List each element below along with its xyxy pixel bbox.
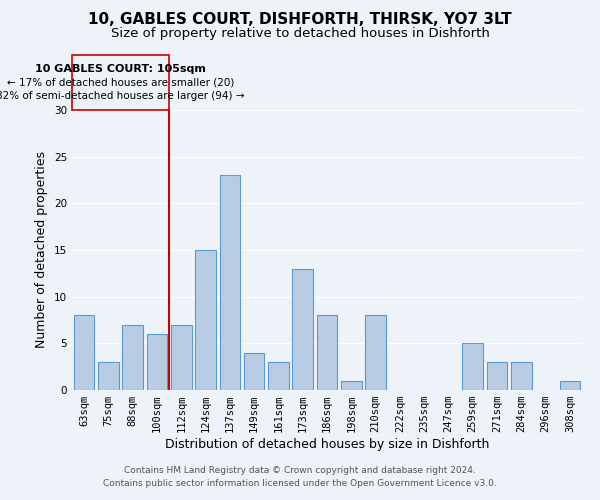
Bar (487, 362, 508, 390)
Y-axis label: Number of detached properties: Number of detached properties (35, 152, 49, 348)
Bar (365, 316, 386, 390)
Bar (560, 380, 580, 390)
Bar (511, 362, 532, 390)
Text: 82% of semi-detached houses are larger (94) →: 82% of semi-detached houses are larger (… (0, 91, 245, 101)
Bar (98, 362, 119, 390)
Bar (122, 324, 143, 390)
Text: ← 17% of detached houses are smaller (20): ← 17% of detached houses are smaller (20… (7, 78, 234, 88)
Bar (244, 352, 265, 390)
Bar (146, 334, 167, 390)
Bar (74, 316, 94, 390)
Bar (220, 176, 240, 390)
Bar (463, 344, 483, 390)
Bar (171, 324, 191, 390)
Text: 10 GABLES COURT: 105sqm: 10 GABLES COURT: 105sqm (35, 64, 206, 74)
Bar (195, 250, 216, 390)
Text: Size of property relative to detached houses in Dishforth: Size of property relative to detached ho… (110, 28, 490, 40)
Text: Contains HM Land Registry data © Crown copyright and database right 2024.
Contai: Contains HM Land Registry data © Crown c… (103, 466, 497, 487)
Bar (292, 268, 313, 390)
Bar (341, 380, 362, 390)
X-axis label: Distribution of detached houses by size in Dishforth: Distribution of detached houses by size … (165, 438, 489, 451)
Bar (317, 316, 337, 390)
Bar (268, 362, 289, 390)
Text: 10, GABLES COURT, DISHFORTH, THIRSK, YO7 3LT: 10, GABLES COURT, DISHFORTH, THIRSK, YO7… (88, 12, 512, 28)
